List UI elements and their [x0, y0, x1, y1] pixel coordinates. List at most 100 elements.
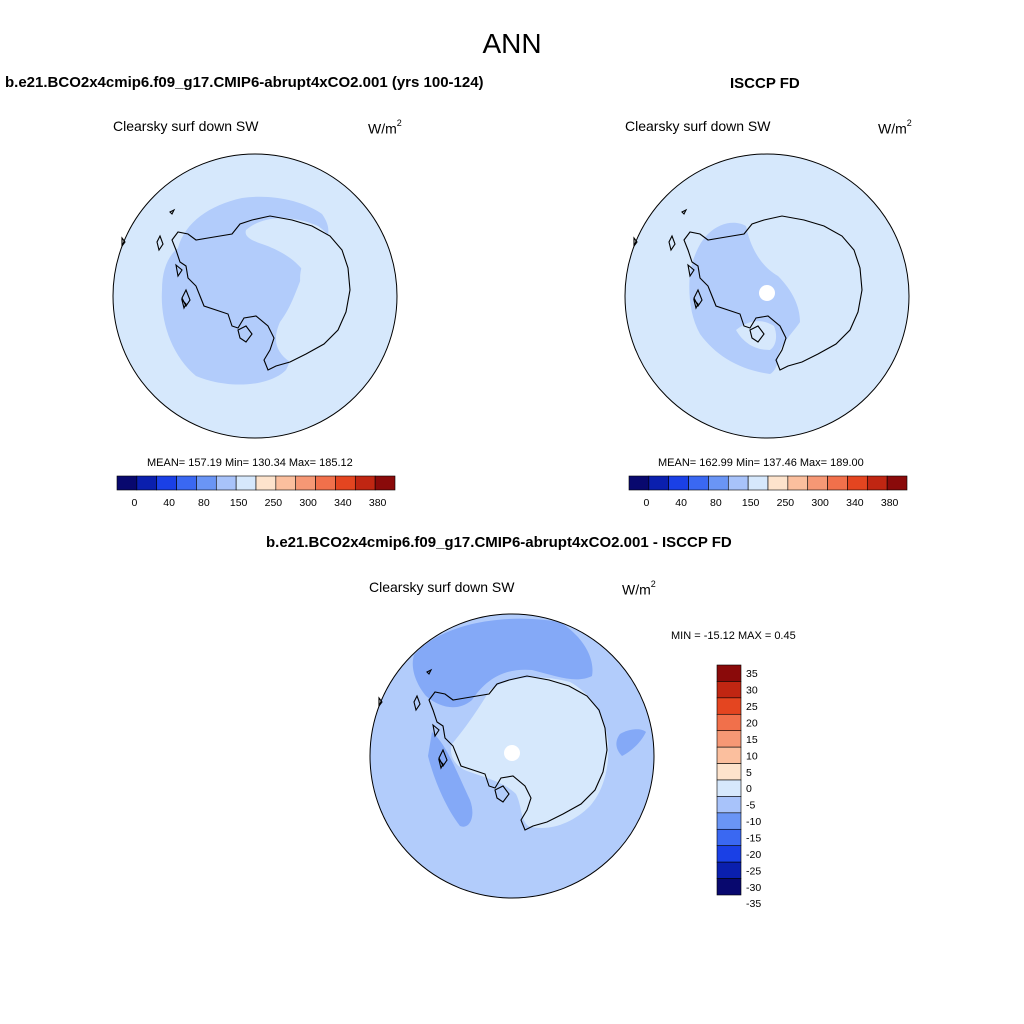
- obs-colorbar-swatch: [827, 475, 848, 491]
- diff-map-border: [369, 613, 655, 899]
- diff-colorbar-swatch: [716, 664, 742, 682]
- diff-colorbar-tick-label: 20: [746, 718, 758, 730]
- obs-map: [624, 153, 910, 439]
- obs-colorbar-tick-label: 300: [811, 497, 829, 509]
- model-colorbar-tick-label: 0: [131, 497, 137, 509]
- diff-colorbar-swatch: [716, 746, 742, 764]
- diff-colorbar-swatch: [716, 779, 742, 797]
- diff-stats: MIN = -15.12 MAX = 0.45: [671, 630, 796, 642]
- obs-colorbar-swatch: [708, 475, 729, 491]
- obs-map-coastline: [633, 208, 863, 371]
- obs-variable-label: Clearsky surf down SW: [625, 118, 771, 134]
- diff-colorbar-tick-label: -10: [746, 816, 761, 828]
- model-colorbar-swatch: [136, 475, 158, 491]
- diff-colorbar-tick-label: 15: [746, 734, 758, 746]
- model-colorbar-swatch: [335, 475, 356, 491]
- diff-colorbar-tick-label: 30: [746, 685, 758, 697]
- obs-colorbar-swatch: [767, 475, 789, 491]
- model-map-border: [112, 153, 398, 439]
- obs-colorbar: 0 40 80 150 250 300 340 380: [628, 475, 908, 509]
- model-colorbar-swatch: [374, 475, 396, 491]
- diff-colorbar-tick-label: 5: [746, 767, 752, 779]
- diff-colorbar-swatch: [716, 812, 742, 830]
- obs-colorbar-swatch: [668, 475, 689, 491]
- model-colorbar-swatch: [196, 475, 217, 491]
- diff-colorbar-swatch: [716, 763, 742, 781]
- obs-colorbar-swatch: [628, 475, 650, 491]
- model-colorbar-tick-label: 80: [198, 497, 210, 509]
- diff-map-strong-region-east: [616, 729, 646, 756]
- diff-colorbar-tick-label: -5: [746, 800, 755, 812]
- model-colorbar: 0 40 80 150 250 300 340 380: [116, 475, 396, 509]
- obs-colorbar-swatch: [787, 475, 809, 491]
- model-colorbar-swatch: [215, 475, 237, 491]
- diff-map-pole-hole: [504, 745, 520, 761]
- obs-colorbar-tick-label: 80: [710, 497, 722, 509]
- model-units: W/m2: [368, 118, 402, 137]
- diff-colorbar-tick-label: -35: [746, 898, 761, 910]
- model-colorbar-swatch: [176, 475, 197, 491]
- model-colorbar-swatch: [255, 475, 277, 491]
- model-colorbar-swatch: [354, 475, 376, 491]
- model-map-inner-light-region: [245, 218, 350, 363]
- diff-units: W/m2: [622, 579, 656, 598]
- diff-colorbar-tick-label: 25: [746, 701, 758, 713]
- obs-colorbar-tick-label: 340: [846, 497, 864, 509]
- obs-colorbar-swatch: [807, 475, 828, 491]
- diff-colorbar-tick-label: 10: [746, 750, 758, 762]
- diff-colorbar-swatch: [716, 878, 742, 896]
- model-colorbar-swatch: [235, 475, 257, 491]
- diff-colorbar-tick-label: -15: [746, 833, 761, 845]
- model-colorbar-tick-label: 340: [334, 497, 352, 509]
- obs-panel-title: ISCCP FD: [730, 75, 800, 92]
- obs-map-inner-light-region: [736, 321, 777, 350]
- diff-map-coastline: [378, 668, 608, 831]
- model-colorbar-swatch: [295, 475, 316, 491]
- diff-colorbar-swatch: [716, 681, 742, 699]
- diff-colorbar-swatch: [716, 796, 742, 814]
- obs-colorbar-swatch: [866, 475, 888, 491]
- obs-map-border: [624, 153, 910, 439]
- model-colorbar-tick-label: 300: [299, 497, 317, 509]
- obs-stats: MEAN= 162.99 Min= 137.46 Max= 189.00: [658, 457, 864, 469]
- obs-colorbar-tick-label: 150: [742, 497, 760, 509]
- diff-colorbar-swatch: [716, 845, 742, 863]
- diff-colorbar-swatch: [716, 713, 742, 732]
- diff-colorbar-tick-label: -30: [746, 882, 761, 894]
- model-map: [112, 153, 398, 439]
- obs-colorbar-swatch: [747, 475, 769, 491]
- model-stats: MEAN= 157.19 Min= 130.34 Max= 185.12: [147, 457, 353, 469]
- diff-colorbar-tick-label: -25: [746, 865, 761, 877]
- diff-colorbar-swatch: [716, 828, 742, 847]
- obs-colorbar-tick-label: 0: [643, 497, 649, 509]
- obs-colorbar-swatch: [688, 475, 709, 491]
- diff-colorbar-swatch: [716, 697, 742, 715]
- model-colorbar-tick-label: 380: [369, 497, 387, 509]
- diff-map: [369, 613, 655, 899]
- diff-colorbar-swatch: [716, 730, 742, 748]
- model-colorbar-swatch: [315, 475, 336, 491]
- obs-colorbar-swatch: [727, 475, 749, 491]
- obs-colorbar-tick-label: 250: [777, 497, 795, 509]
- page-title: ANN: [482, 28, 542, 59]
- diff-map-strong-region-west: [428, 732, 473, 827]
- diff-map-antarctic-light-region: [450, 677, 609, 828]
- diff-map-strong-region-north: [412, 618, 593, 708]
- obs-colorbar-tick-label: 40: [675, 497, 687, 509]
- obs-colorbar-swatch: [648, 475, 670, 491]
- model-colorbar-swatch: [156, 475, 177, 491]
- diff-colorbar: 35 30 25 20 15 10 5 0 -5 -10 -15 -20 -25 -30 -35: [716, 664, 761, 910]
- obs-map-pole-hole: [759, 285, 775, 301]
- model-panel-title: b.e21.BCO2x4cmip6.f09_g17.CMIP6-abrupt4x…: [5, 74, 484, 91]
- model-map-coastline: [121, 208, 351, 371]
- obs-colorbar-swatch: [847, 475, 868, 491]
- diff-variable-label: Clearsky surf down SW: [369, 579, 515, 595]
- obs-units: W/m2: [878, 118, 912, 137]
- obs-colorbar-tick-label: 380: [881, 497, 899, 509]
- model-variable-label: Clearsky surf down SW: [113, 118, 259, 134]
- model-colorbar-tick-label: 150: [230, 497, 248, 509]
- model-colorbar-tick-label: 250: [265, 497, 283, 509]
- diff-colorbar-tick-label: 35: [746, 668, 758, 680]
- model-colorbar-tick-label: 40: [163, 497, 175, 509]
